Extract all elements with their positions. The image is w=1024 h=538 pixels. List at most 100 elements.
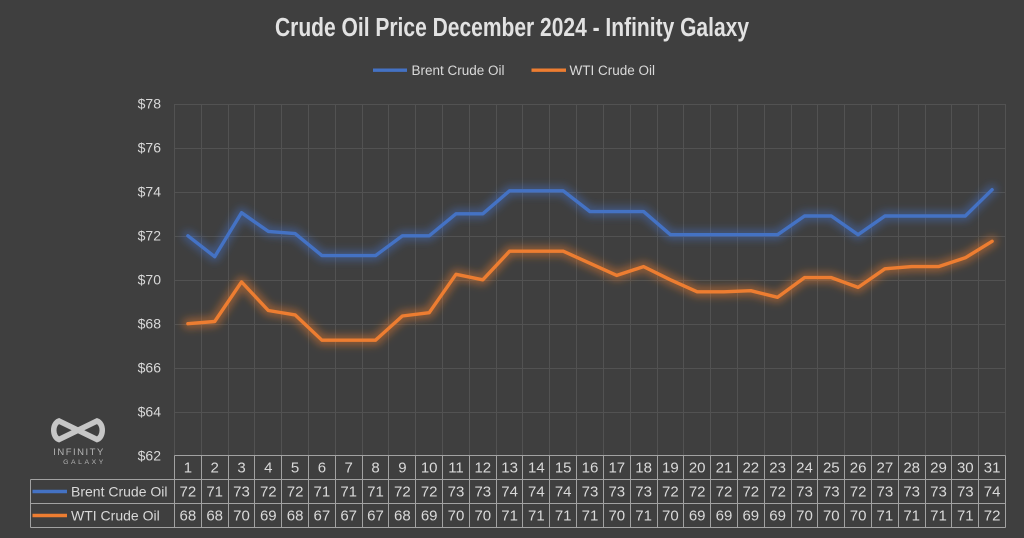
- svg-text:$64: $64: [138, 403, 162, 419]
- svg-text:72: 72: [421, 484, 438, 501]
- svg-text:13: 13: [501, 460, 518, 477]
- svg-text:67: 67: [367, 508, 384, 525]
- svg-text:70: 70: [233, 508, 250, 525]
- svg-text:72: 72: [689, 484, 706, 501]
- svg-text:71: 71: [340, 484, 357, 501]
- svg-text:70: 70: [850, 508, 867, 525]
- svg-text:67: 67: [340, 508, 357, 525]
- svg-text:73: 73: [957, 484, 974, 501]
- svg-text:3: 3: [237, 460, 245, 477]
- svg-text:69: 69: [716, 508, 733, 525]
- svg-text:Crude Oil Price December 2024: Crude Oil Price December 2024 - Infinity…: [275, 14, 750, 42]
- svg-text:28: 28: [903, 460, 920, 477]
- svg-text:71: 71: [635, 508, 652, 525]
- svg-text:18: 18: [635, 460, 652, 477]
- svg-text:$68: $68: [138, 315, 162, 331]
- svg-text:71: 71: [957, 508, 974, 525]
- svg-text:73: 73: [608, 484, 625, 501]
- svg-text:7: 7: [345, 460, 353, 477]
- svg-text:$74: $74: [138, 183, 162, 199]
- svg-text:71: 71: [528, 508, 545, 525]
- svg-text:73: 73: [903, 484, 920, 501]
- svg-text:68: 68: [394, 508, 411, 525]
- svg-text:70: 70: [448, 508, 465, 525]
- svg-text:24: 24: [796, 460, 813, 477]
- svg-text:72: 72: [260, 484, 277, 501]
- svg-text:27: 27: [877, 460, 894, 477]
- svg-text:$66: $66: [138, 359, 162, 375]
- svg-text:72: 72: [287, 484, 304, 501]
- svg-text:67: 67: [314, 508, 331, 525]
- svg-text:73: 73: [233, 484, 250, 501]
- svg-text:WTI Crude Oil: WTI Crude Oil: [570, 63, 656, 78]
- svg-text:71: 71: [501, 508, 518, 525]
- svg-text:73: 73: [930, 484, 947, 501]
- svg-text:72: 72: [742, 484, 759, 501]
- svg-text:21: 21: [716, 460, 733, 477]
- svg-text:2: 2: [211, 460, 219, 477]
- svg-text:25: 25: [823, 460, 840, 477]
- svg-text:74: 74: [984, 484, 1001, 501]
- svg-text:68: 68: [206, 508, 223, 525]
- svg-text:70: 70: [662, 508, 679, 525]
- svg-text:72: 72: [662, 484, 679, 501]
- svg-text:69: 69: [421, 508, 438, 525]
- svg-text:11: 11: [448, 460, 464, 477]
- svg-text:68: 68: [180, 508, 197, 525]
- svg-text:23: 23: [769, 460, 786, 477]
- svg-text:72: 72: [850, 484, 867, 501]
- svg-text:71: 71: [206, 484, 223, 501]
- svg-text:26: 26: [850, 460, 867, 477]
- svg-text:70: 70: [796, 508, 813, 525]
- svg-text:72: 72: [180, 484, 197, 501]
- svg-text:16: 16: [582, 460, 599, 477]
- svg-text:71: 71: [367, 484, 384, 501]
- svg-text:30: 30: [957, 460, 974, 477]
- svg-text:5: 5: [291, 460, 299, 477]
- svg-text:74: 74: [501, 484, 518, 501]
- svg-text:73: 73: [582, 484, 599, 501]
- svg-text:$78: $78: [138, 95, 162, 111]
- svg-text:72: 72: [984, 508, 1001, 525]
- svg-text:73: 73: [474, 484, 491, 501]
- svg-text:14: 14: [528, 460, 545, 477]
- svg-text:22: 22: [742, 460, 759, 477]
- svg-text:$62: $62: [138, 447, 162, 463]
- svg-text:73: 73: [635, 484, 652, 501]
- svg-text:71: 71: [903, 508, 920, 525]
- svg-text:29: 29: [930, 460, 947, 477]
- svg-text:74: 74: [528, 484, 545, 501]
- svg-text:72: 72: [394, 484, 411, 501]
- svg-text:70: 70: [823, 508, 840, 525]
- svg-text:71: 71: [930, 508, 947, 525]
- svg-text:72: 72: [716, 484, 733, 501]
- svg-text:74: 74: [555, 484, 572, 501]
- svg-text:70: 70: [608, 508, 625, 525]
- svg-text:72: 72: [769, 484, 786, 501]
- svg-text:71: 71: [877, 508, 894, 525]
- svg-text:9: 9: [398, 460, 406, 477]
- svg-text:$76: $76: [138, 139, 162, 155]
- svg-text:73: 73: [823, 484, 840, 501]
- svg-text:6: 6: [318, 460, 326, 477]
- svg-text:71: 71: [314, 484, 331, 501]
- svg-text:73: 73: [877, 484, 894, 501]
- svg-text:INFINITY: INFINITY: [53, 447, 105, 458]
- svg-text:69: 69: [689, 508, 706, 525]
- svg-text:19: 19: [662, 460, 679, 477]
- svg-text:31: 31: [984, 460, 1001, 477]
- svg-text:17: 17: [608, 460, 625, 477]
- svg-text:Brent Crude Oil: Brent Crude Oil: [412, 63, 505, 78]
- svg-text:20: 20: [689, 460, 706, 477]
- svg-text:4: 4: [264, 460, 272, 477]
- svg-text:$72: $72: [138, 227, 162, 243]
- svg-text:$70: $70: [138, 271, 162, 287]
- svg-text:1: 1: [184, 460, 192, 477]
- svg-text:69: 69: [742, 508, 759, 525]
- svg-text:69: 69: [260, 508, 277, 525]
- svg-text:73: 73: [796, 484, 813, 501]
- svg-text:15: 15: [555, 460, 572, 477]
- svg-text:Brent Crude Oil: Brent Crude Oil: [71, 483, 167, 499]
- svg-text:8: 8: [371, 460, 379, 477]
- svg-text:73: 73: [448, 484, 465, 501]
